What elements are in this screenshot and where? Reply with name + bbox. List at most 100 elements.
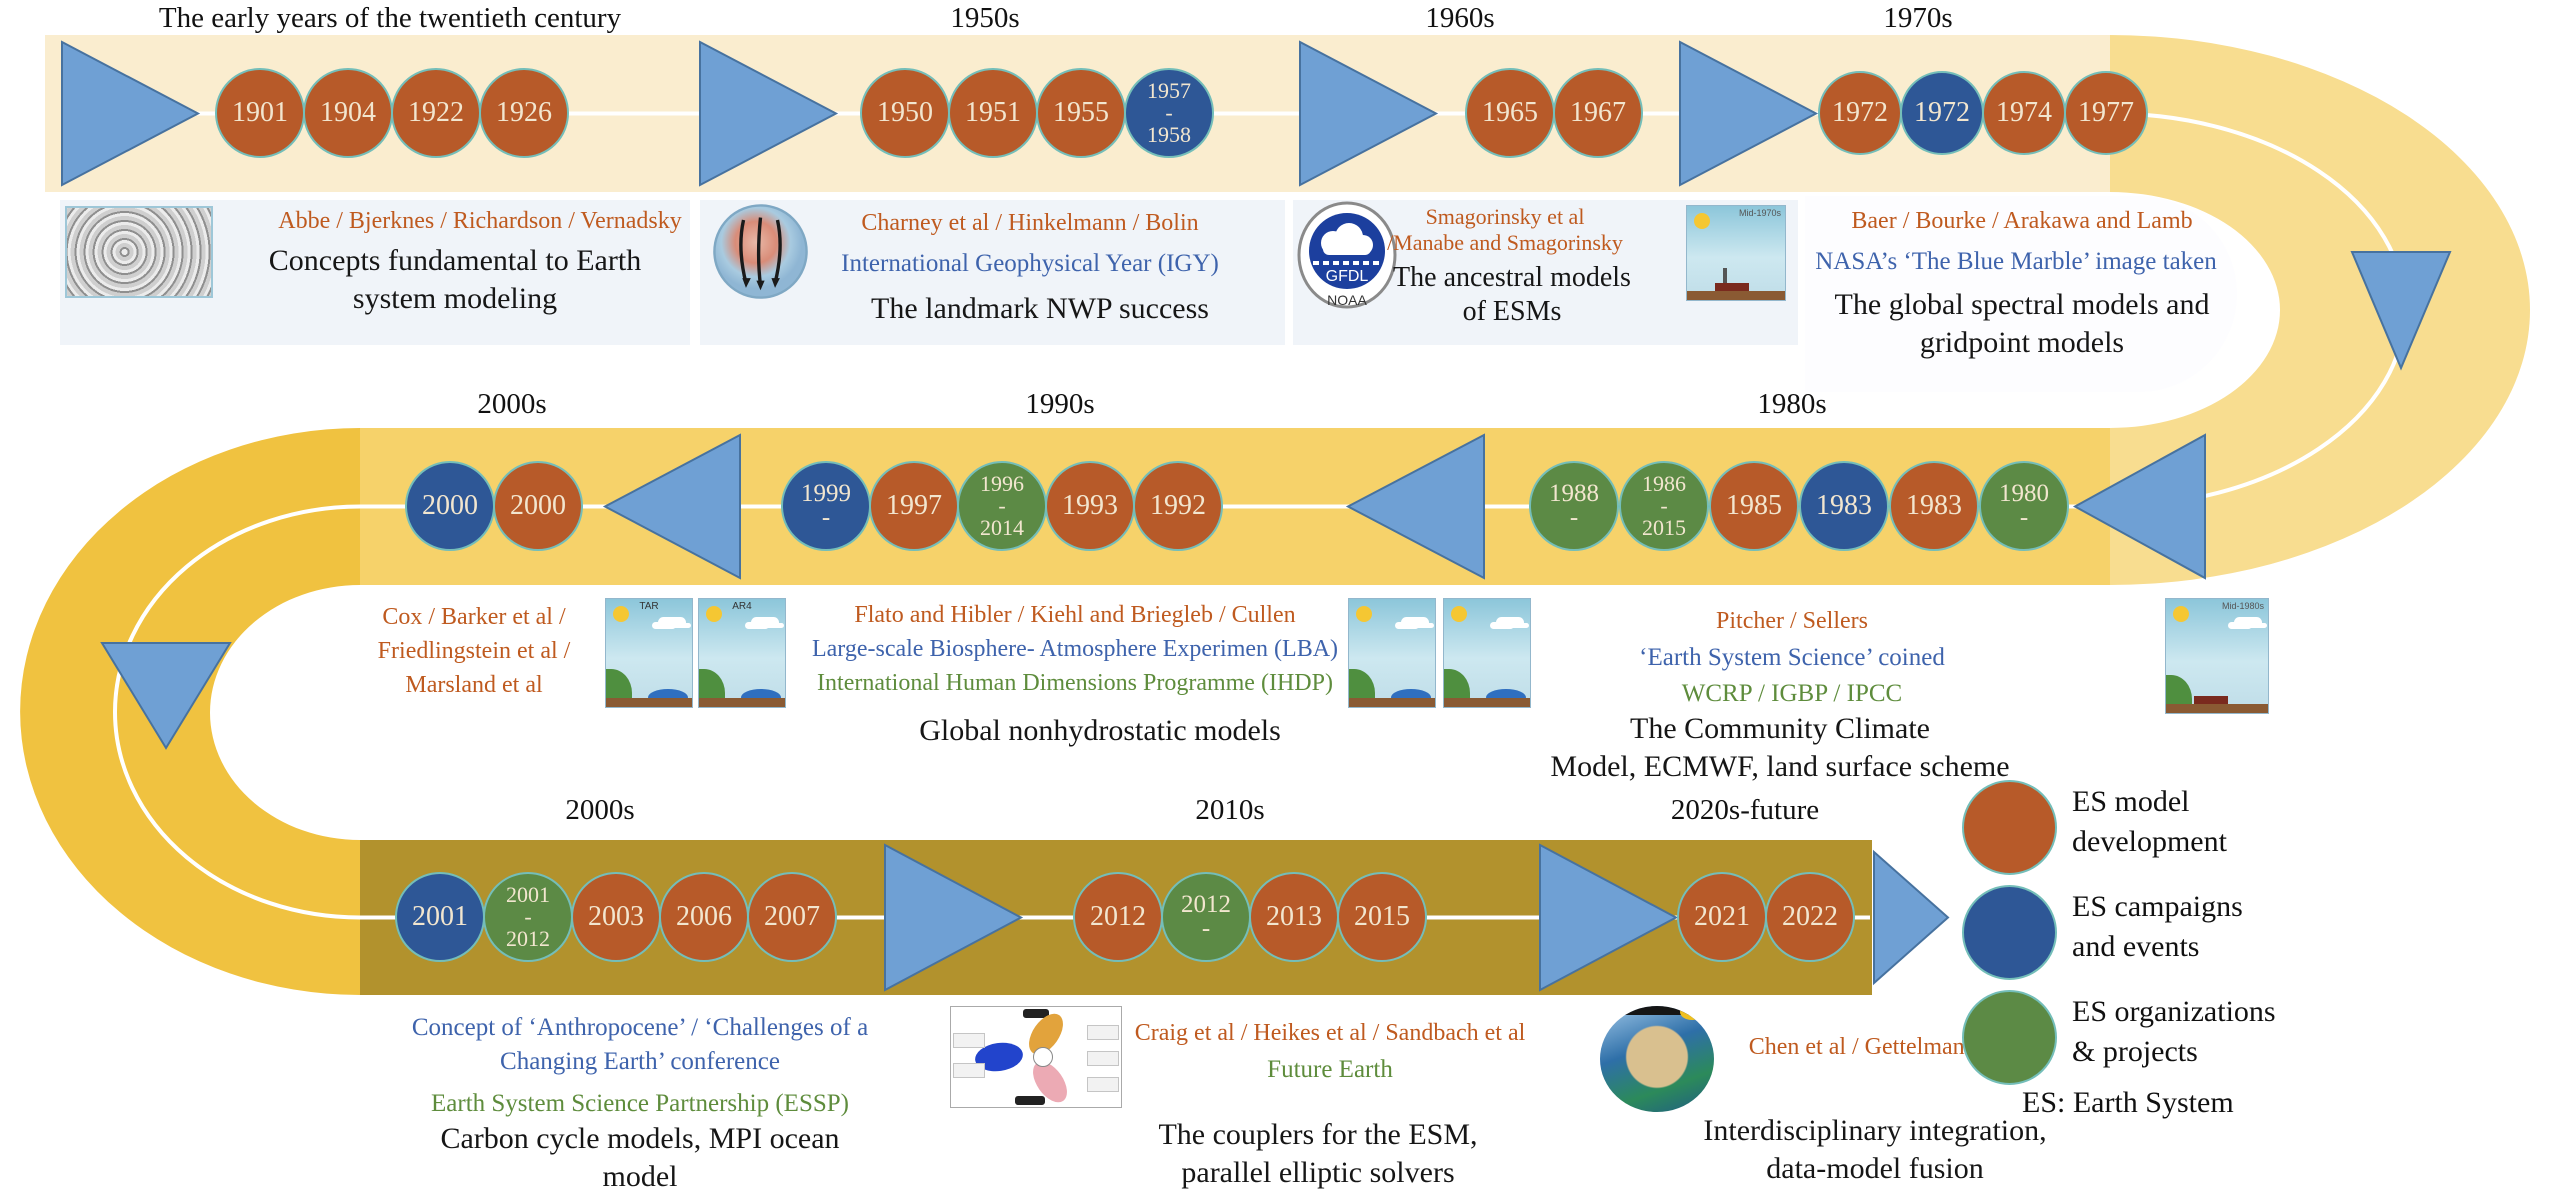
2000s-mid-authors-line2: Friedlingstein et al / bbox=[377, 638, 571, 664]
hill-graphic bbox=[699, 669, 725, 699]
timeline-node-1957-1958: 1957 - 1958 bbox=[1124, 68, 1214, 158]
1960s-summary-line1: The ancestral models bbox=[1393, 262, 1631, 293]
cloud-icon bbox=[751, 617, 779, 628]
coupler-side-box bbox=[953, 1063, 985, 1078]
2020s-summary-line1: Interdisciplinary integration, bbox=[1703, 1114, 2047, 1147]
2020s-summary-line2: data-model fusion bbox=[1766, 1152, 1984, 1185]
ar4-label: AR4 bbox=[732, 601, 752, 612]
cloud-icon bbox=[1496, 617, 1524, 628]
legend-label-model-line1: ES model bbox=[2072, 785, 2190, 818]
legend-label-campaign-line2: and events bbox=[2072, 929, 2200, 963]
2000s-bottom-summary-line1: Carbon cycle models, MPI ocean bbox=[440, 1122, 840, 1155]
timeline-node-1967: 1967 bbox=[1553, 68, 1643, 158]
timeline-node-2000-campaign: 2000 bbox=[405, 461, 495, 551]
1980s-event: ‘Earth System Science’ coined bbox=[1639, 644, 1945, 671]
timeline-node-1922: 1922 bbox=[391, 68, 481, 158]
far-schematic-image bbox=[1348, 598, 1436, 708]
decade-header-2000s-mid: 2000s bbox=[477, 388, 547, 420]
2010s-summary-line2: parallel elliptic solvers bbox=[1181, 1156, 1455, 1189]
timeline-node-1974: 1974 bbox=[1982, 71, 2066, 155]
timeline-node-1951: 1951 bbox=[948, 68, 1038, 158]
legend-label-campaign-line1: ES campaigns bbox=[2072, 890, 2243, 923]
2010s-org: Future Earth bbox=[1267, 1056, 1393, 1083]
coupler-hub bbox=[1033, 1047, 1053, 1067]
decade-header-1970s: 1970s bbox=[1883, 2, 1953, 34]
timeline-node-1992: 1992 bbox=[1133, 461, 1223, 551]
decade-header-2020s: 2020s-future bbox=[1670, 794, 1820, 826]
2010s-authors: Craig et al / Heikes et al / Sandbach et… bbox=[1134, 1020, 1526, 1046]
timeline-node-1997: 1997 bbox=[869, 461, 959, 551]
woodcut-engraving-image bbox=[65, 206, 213, 298]
tower-graphic bbox=[1723, 268, 1727, 294]
1980s-summary-line2: Model, ECMWF, land surface scheme bbox=[1550, 750, 2010, 783]
timeline-node-1965: 1965 bbox=[1465, 68, 1555, 158]
flow-arrow-right-4 bbox=[1679, 40, 1819, 187]
sun-icon bbox=[2173, 606, 2189, 622]
ground-graphic bbox=[699, 698, 785, 707]
1960s-authors-line1: Smagorinsky et al bbox=[1425, 204, 1585, 229]
1970s-event: NASA’s ‘The Blue Marble’ image taken bbox=[1815, 248, 2217, 275]
decade-header-2010s: 2010s bbox=[1195, 794, 1265, 826]
coupler-bottom-tab bbox=[1015, 1096, 1045, 1105]
1990s-org: International Human Dimensions Programme… bbox=[817, 670, 1333, 696]
timeline-node-1988: 1988 - bbox=[1529, 461, 1619, 551]
2000s-mid-authors-line3: Marsland et al bbox=[405, 672, 543, 698]
timeline-node-2001-2012: 2001 - 2012 bbox=[483, 872, 573, 962]
buildings-graphic bbox=[2194, 696, 2228, 707]
mid-1980s-model-image: Mid-1980s bbox=[2165, 598, 2269, 714]
1990s-event: Large-scale Biosphere- Atmosphere Experi… bbox=[811, 636, 1339, 662]
hill-graphic bbox=[2166, 675, 2192, 705]
early-authors: Abbe / Bjerknes / Richardson / Vernadsky bbox=[278, 208, 682, 234]
hill-graphic bbox=[606, 669, 632, 699]
timeline-node-1986-2015: 1986 - 2015 bbox=[1619, 461, 1709, 551]
ground-graphic bbox=[1349, 698, 1435, 707]
timeline-node-2013: 2013 bbox=[1249, 872, 1339, 962]
timeline-node-2012-model: 2012 bbox=[1073, 872, 1163, 962]
2000s-bottom-event-line1: Concept of ‘Anthropocene’ / ‘Challenges … bbox=[411, 1014, 869, 1041]
timeline-node-1983-campaign: 1983 bbox=[1799, 461, 1889, 551]
timeline-node-2007: 2007 bbox=[747, 872, 837, 962]
timeline-node-1950: 1950 bbox=[860, 68, 950, 158]
2000s-mid-authors-line1: Cox / Barker et al / bbox=[382, 604, 566, 630]
sun-icon bbox=[1356, 606, 1372, 622]
timeline-node-1901: 1901 bbox=[215, 68, 305, 158]
legend-swatch-model bbox=[1962, 780, 2057, 875]
decade-header-early: The early years of the twentieth century bbox=[158, 2, 622, 34]
decade-header-2000s-bottom: 2000s bbox=[565, 794, 635, 826]
timeline-node-1996-2014: 1996 - 2014 bbox=[957, 461, 1047, 551]
flow-arrow-down-right-curve bbox=[2350, 251, 2452, 371]
flow-arrow-right-5 bbox=[884, 843, 1024, 992]
right-curve-band bbox=[2110, 35, 2530, 585]
timeline-node-1972-campaign: 1972 bbox=[1900, 71, 1984, 155]
timeline-node-1972-model: 1972 bbox=[1818, 71, 1902, 155]
legend-swatch-campaign bbox=[1962, 885, 2057, 980]
2000s-bottom-event-line2: Changing Earth’ conference bbox=[500, 1048, 780, 1075]
coupler-top-tab bbox=[1023, 1009, 1049, 1018]
hill-graphic bbox=[1444, 669, 1470, 699]
sun-icon bbox=[1451, 606, 1467, 622]
1960s-authors-line2: /Manabe and Smagorinsky bbox=[1387, 230, 1623, 255]
sun-icon bbox=[1694, 213, 1710, 229]
flow-arrow-right-final bbox=[1873, 849, 1950, 986]
coupler-side-box bbox=[1087, 1051, 1119, 1066]
timeline-node-1983-model: 1983 bbox=[1889, 461, 1979, 551]
legend-label-campaign: ES campaigns and events bbox=[2072, 887, 2243, 966]
decade-header-1990s: 1990s bbox=[1025, 388, 1095, 420]
1970s-authors: Baer / Bourke / Arakawa and Lamb bbox=[1851, 208, 2193, 234]
mid-1980s-label: Mid-1980s bbox=[2221, 601, 2264, 611]
early-summary-line1: Concepts fundamental to Earth bbox=[268, 244, 642, 277]
coupler-side-box bbox=[953, 1033, 985, 1048]
2010s-summary-line1: The couplers for the ESM, bbox=[1158, 1118, 1478, 1151]
coupler-diagram-image bbox=[950, 1006, 1122, 1108]
timeline-node-2021: 2021 bbox=[1677, 872, 1767, 962]
flow-arrow-right-6 bbox=[1539, 843, 1679, 992]
1950s-summary: The landmark NWP success bbox=[871, 292, 1209, 325]
1980s-authors: Pitcher / Sellers bbox=[1716, 608, 1868, 634]
1970s-summary-line1: The global spectral models and bbox=[1834, 288, 2210, 321]
decade-header-1950s: 1950s bbox=[950, 2, 1020, 34]
1950s-event: International Geophysical Year (IGY) bbox=[841, 250, 1219, 277]
1950s-authors: Charney et al / Hinkelmann / Bolin bbox=[861, 210, 1199, 236]
timeline-node-2022: 2022 bbox=[1765, 872, 1855, 962]
timeline-node-2006: 2006 bbox=[659, 872, 749, 962]
